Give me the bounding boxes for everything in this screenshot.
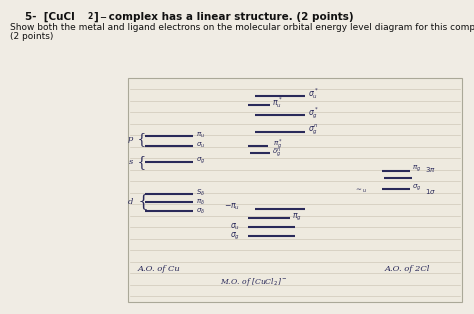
Text: $\pi_u$: $\pi_u$ [196, 130, 205, 140]
Text: $\pi_\delta$: $\pi_\delta$ [196, 198, 205, 207]
Text: −: − [99, 13, 106, 22]
Text: $\sigma_g^*$: $\sigma_g^*$ [308, 105, 319, 121]
Text: $\sigma_u^*$: $\sigma_u^*$ [308, 87, 319, 101]
Text: $\pi_g$: $\pi_g$ [292, 211, 302, 223]
Text: $-\pi_u$: $-\pi_u$ [224, 202, 240, 212]
Text: $\sim_u$: $\sim_u$ [354, 187, 367, 195]
Text: $\pi_g^*$: $\pi_g^*$ [273, 138, 283, 152]
Bar [128, 78, 462, 302]
Text: M.O. of [CuCl$_2$]$^-$: M.O. of [CuCl$_2$]$^-$ [220, 276, 287, 288]
Text: $\sigma_g$: $\sigma_g$ [412, 183, 421, 193]
Text: ]: ] [93, 12, 98, 22]
Text: complex has a linear structure. (2 points): complex has a linear structure. (2 point… [105, 12, 354, 22]
Text: $\sigma_u$: $\sigma_u$ [230, 222, 240, 232]
Text: {: { [133, 155, 146, 169]
Text: $3\pi$: $3\pi$ [425, 165, 436, 174]
Text: $\sigma_g$: $\sigma_g$ [196, 156, 205, 166]
Text: $\sigma_u$: $\sigma_u$ [196, 140, 205, 149]
Text: {: { [133, 193, 149, 210]
Text: A.O. of 2Cl: A.O. of 2Cl [385, 265, 430, 273]
Text: 5-  [CuCl: 5- [CuCl [25, 12, 75, 22]
Text: s: s [129, 158, 133, 166]
Text: $\sigma_g^n$: $\sigma_g^n$ [308, 123, 318, 137]
Text: A.O. of Cu: A.O. of Cu [138, 265, 181, 273]
Text: Show both the metal and ligand electrons on the molecular orbital energy level d: Show both the metal and ligand electrons… [10, 23, 474, 32]
Text: $\sigma_\delta$: $\sigma_\delta$ [196, 206, 205, 216]
Text: $\sigma_g$: $\sigma_g$ [230, 230, 240, 241]
Text: {: { [133, 132, 146, 146]
Text: p: p [128, 135, 133, 143]
Text: (2 points): (2 points) [10, 32, 54, 41]
Text: $S_\delta$: $S_\delta$ [196, 188, 205, 198]
Text: d: d [128, 198, 133, 206]
Text: 2: 2 [87, 12, 92, 21]
Text: $\pi_g$: $\pi_g$ [412, 164, 421, 174]
Text: $1\sigma$: $1\sigma$ [425, 187, 436, 197]
Text: $\delta_g^n$: $\delta_g^n$ [272, 146, 282, 160]
Text: $\pi_u^*$: $\pi_u^*$ [272, 95, 283, 111]
